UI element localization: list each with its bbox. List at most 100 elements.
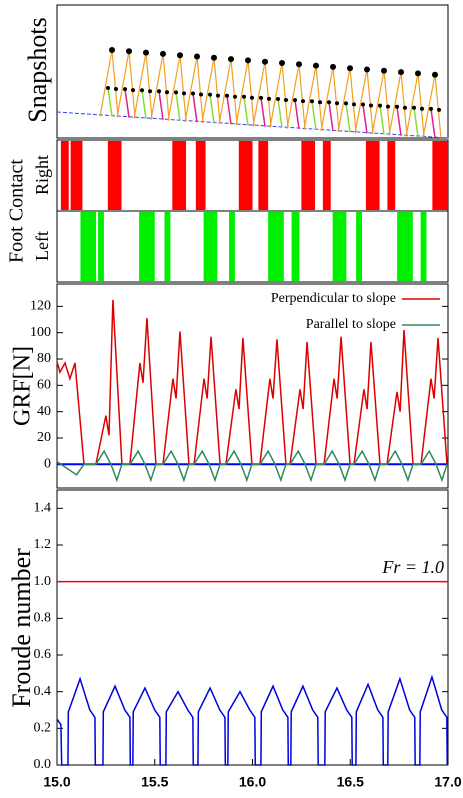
limb bbox=[362, 104, 368, 134]
limb bbox=[260, 97, 266, 127]
contact-bar bbox=[322, 141, 331, 210]
limb bbox=[128, 51, 136, 118]
limb bbox=[388, 71, 402, 136]
x-tick-label: 17.0 bbox=[434, 774, 461, 790]
y-tick-label: 0 bbox=[44, 457, 51, 472]
limb bbox=[145, 52, 153, 119]
limb bbox=[141, 90, 147, 119]
limb bbox=[99, 49, 113, 117]
joint bbox=[310, 99, 314, 104]
contact-bar bbox=[229, 212, 235, 281]
x-tick-label: 16.0 bbox=[239, 774, 266, 790]
joint bbox=[123, 87, 127, 92]
y-tick-label: 80 bbox=[37, 351, 51, 366]
y-tick-label: 1.4 bbox=[34, 501, 52, 516]
joint bbox=[126, 48, 132, 55]
limb bbox=[286, 64, 300, 129]
joint bbox=[191, 91, 195, 96]
series-line bbox=[56, 674, 448, 766]
joint bbox=[109, 47, 115, 53]
contact-bar bbox=[291, 212, 300, 281]
reference-label: Fr = 1.0 bbox=[381, 557, 444, 577]
limb bbox=[209, 94, 215, 124]
contact-bar bbox=[60, 141, 69, 210]
joint bbox=[131, 88, 135, 93]
y-tick-label: 0.2 bbox=[34, 721, 52, 736]
limb bbox=[366, 69, 374, 134]
panel-frame bbox=[56, 283, 449, 489]
joint bbox=[106, 86, 110, 90]
limb bbox=[269, 62, 283, 128]
joint bbox=[233, 94, 237, 99]
limb bbox=[230, 59, 238, 125]
y-label: GRF[N] bbox=[10, 346, 36, 426]
joint bbox=[208, 92, 212, 97]
contact-bar bbox=[332, 212, 347, 281]
joint bbox=[335, 101, 339, 106]
legend-label: Parallel to slope bbox=[306, 317, 396, 332]
series-line bbox=[56, 449, 448, 483]
limb bbox=[315, 65, 323, 131]
joint bbox=[381, 67, 387, 74]
contact-bar bbox=[107, 141, 122, 210]
joint bbox=[140, 88, 144, 93]
joint bbox=[182, 91, 186, 96]
joint bbox=[344, 101, 348, 106]
limb bbox=[311, 101, 317, 131]
joint bbox=[165, 90, 169, 95]
limb bbox=[133, 52, 147, 119]
contact-bar bbox=[420, 212, 427, 281]
limb bbox=[396, 106, 402, 136]
limb bbox=[175, 92, 181, 122]
row-label: Left bbox=[32, 231, 52, 261]
contact-bar bbox=[268, 212, 284, 281]
limb bbox=[400, 72, 408, 136]
y-label: Froude number bbox=[7, 548, 36, 708]
limb bbox=[196, 56, 204, 123]
contact-bar bbox=[80, 212, 97, 281]
contact-bar bbox=[203, 212, 218, 281]
joint bbox=[386, 104, 390, 109]
joint bbox=[293, 98, 297, 103]
joint bbox=[259, 95, 263, 100]
joint bbox=[378, 103, 382, 108]
limb bbox=[226, 95, 232, 125]
limb bbox=[417, 73, 425, 137]
limb bbox=[116, 51, 130, 118]
x-tick-label: 15.5 bbox=[141, 774, 168, 790]
joint bbox=[177, 52, 183, 59]
joint bbox=[347, 65, 353, 72]
joint bbox=[415, 70, 421, 77]
contact-bar bbox=[195, 141, 206, 210]
limb bbox=[158, 91, 164, 120]
limb bbox=[213, 57, 221, 124]
contact-bar bbox=[301, 141, 316, 210]
y-tick-label: 0.0 bbox=[34, 757, 52, 772]
limb bbox=[281, 62, 289, 128]
y-tick-label: 120 bbox=[30, 299, 51, 314]
y-tick-label: 1.2 bbox=[34, 537, 52, 552]
joint bbox=[395, 104, 399, 109]
panel-frame bbox=[56, 4, 449, 139]
limb bbox=[252, 61, 266, 127]
limb bbox=[422, 74, 436, 138]
limb bbox=[247, 60, 255, 126]
contact-bar bbox=[139, 212, 155, 281]
limb bbox=[111, 49, 119, 117]
limb bbox=[371, 70, 385, 135]
limb bbox=[337, 68, 351, 133]
limb bbox=[379, 105, 385, 135]
limb bbox=[349, 68, 357, 133]
joint bbox=[194, 53, 200, 60]
joint bbox=[267, 96, 271, 101]
limb bbox=[107, 87, 113, 117]
x-tick-label: 15.0 bbox=[43, 774, 70, 790]
limb bbox=[298, 64, 306, 129]
contact-bar bbox=[238, 141, 253, 210]
limb bbox=[192, 93, 198, 123]
joint bbox=[157, 89, 161, 94]
joint bbox=[361, 102, 365, 107]
y-tick-label: 40 bbox=[37, 404, 51, 419]
joint bbox=[143, 49, 149, 56]
